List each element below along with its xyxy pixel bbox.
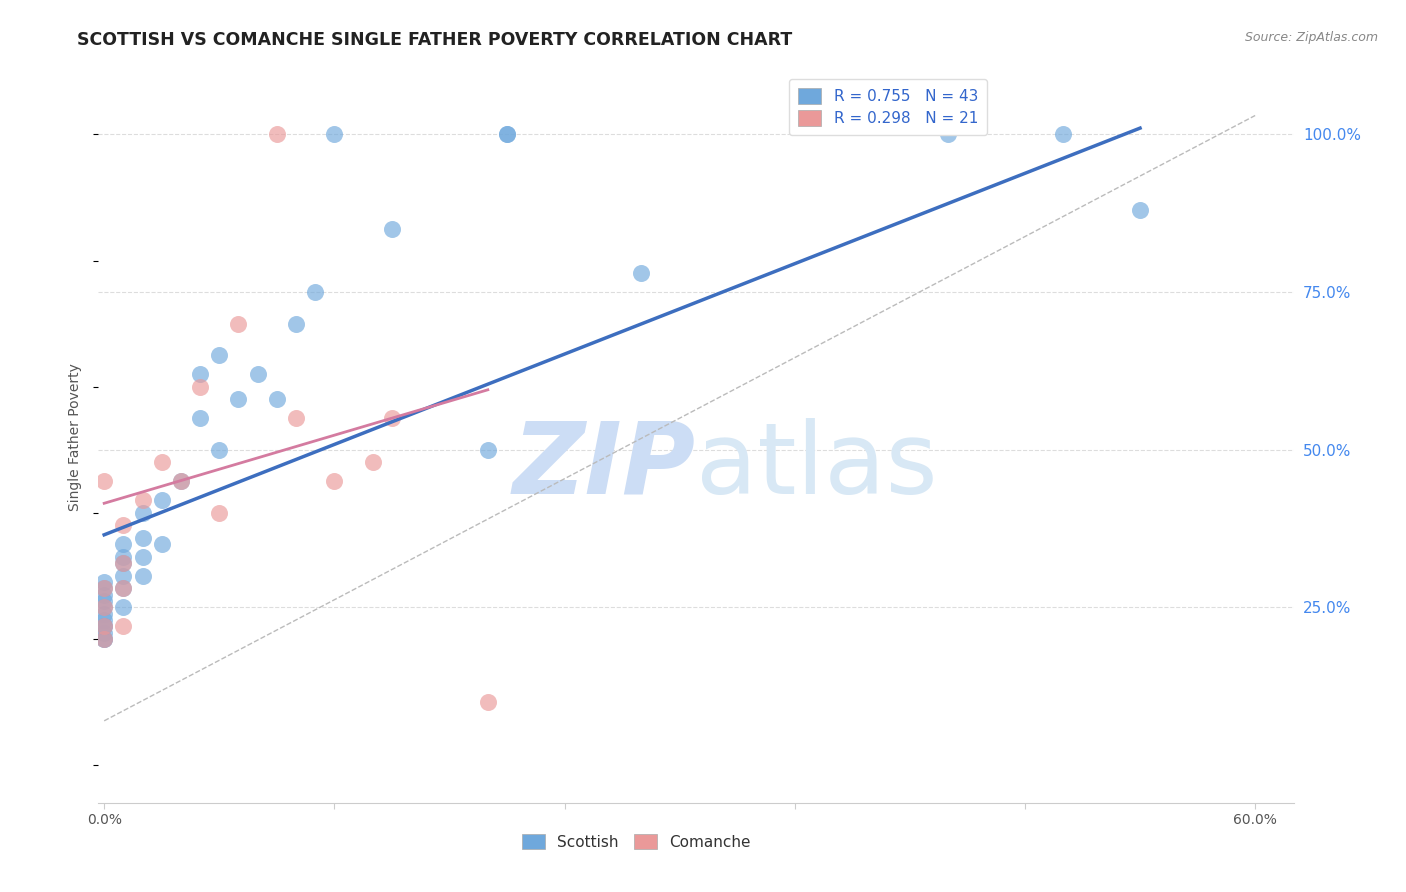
Point <box>1129 203 1152 218</box>
Point <box>93 619 115 633</box>
Text: Source: ZipAtlas.com: Source: ZipAtlas.com <box>1244 31 1378 45</box>
Point <box>93 600 115 615</box>
Point <box>936 128 959 142</box>
Point <box>361 455 384 469</box>
Point <box>93 625 115 640</box>
Point <box>285 317 308 331</box>
Point <box>93 575 115 590</box>
Point <box>93 594 115 608</box>
Point <box>93 600 115 615</box>
Point <box>112 569 135 583</box>
Point <box>170 474 193 488</box>
Point <box>131 531 153 545</box>
Point <box>208 348 231 362</box>
Text: atlas: atlas <box>696 417 938 515</box>
Point <box>266 128 288 142</box>
Point <box>112 582 135 596</box>
Legend: Scottish, Comanche: Scottish, Comanche <box>515 826 758 857</box>
Point <box>93 632 115 646</box>
Point <box>323 128 346 142</box>
Point <box>304 285 326 299</box>
Point <box>112 582 135 596</box>
Point <box>112 600 135 615</box>
Point <box>188 379 211 393</box>
Point <box>93 607 115 621</box>
Point <box>131 493 153 508</box>
Point <box>208 506 231 520</box>
Point <box>112 619 135 633</box>
Point <box>228 317 250 331</box>
Point <box>477 695 499 709</box>
Point <box>93 632 115 646</box>
Point <box>93 588 115 602</box>
Point <box>131 569 153 583</box>
Point <box>93 619 115 633</box>
Point <box>93 582 115 596</box>
Point <box>1052 128 1074 142</box>
Point <box>131 506 153 520</box>
Point <box>112 518 135 533</box>
Point <box>112 556 135 570</box>
Point <box>112 556 135 570</box>
Point <box>150 493 173 508</box>
Point <box>93 619 115 633</box>
Point <box>150 537 173 551</box>
Point <box>630 266 652 280</box>
Point <box>228 392 250 407</box>
Point <box>323 474 346 488</box>
Point <box>131 549 153 564</box>
Point <box>188 367 211 381</box>
Point <box>477 442 499 457</box>
Point <box>246 367 269 381</box>
Point <box>496 128 519 142</box>
Point <box>285 411 308 425</box>
Point <box>381 411 404 425</box>
Point <box>112 549 135 564</box>
Point <box>496 128 519 142</box>
Point <box>266 392 288 407</box>
Point <box>208 442 231 457</box>
Point <box>93 474 115 488</box>
Point <box>188 411 211 425</box>
Point <box>93 582 115 596</box>
Text: ZIP: ZIP <box>513 417 696 515</box>
Point <box>150 455 173 469</box>
Point <box>381 222 404 236</box>
Point <box>93 613 115 627</box>
Y-axis label: Single Father Poverty: Single Father Poverty <box>69 363 83 511</box>
Point <box>170 474 193 488</box>
Point <box>93 632 115 646</box>
Point <box>112 537 135 551</box>
Text: SCOTTISH VS COMANCHE SINGLE FATHER POVERTY CORRELATION CHART: SCOTTISH VS COMANCHE SINGLE FATHER POVER… <box>77 31 793 49</box>
